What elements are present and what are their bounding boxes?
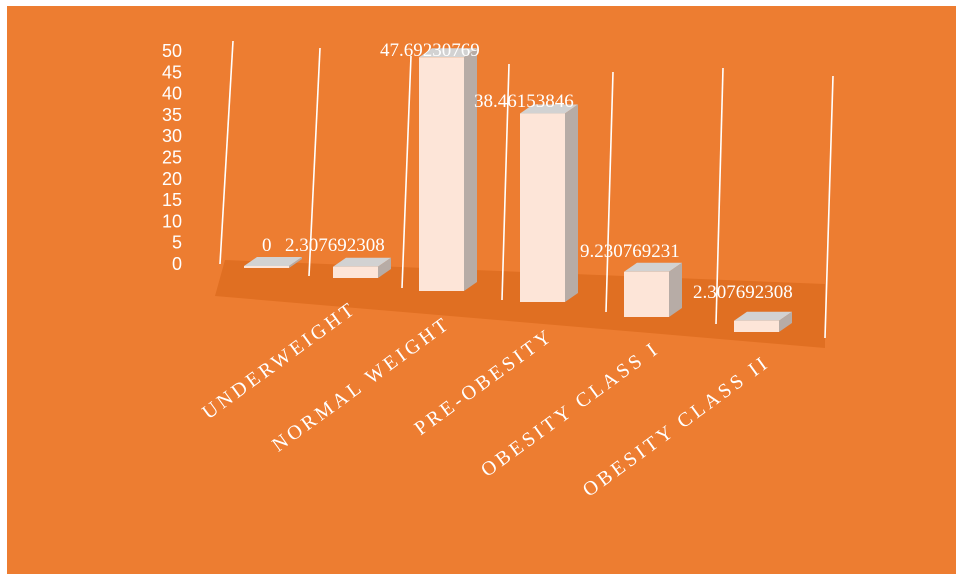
gridline	[401, 55, 412, 289]
bar-extra	[333, 257, 391, 278]
data-label-extra: 2.307692308	[285, 235, 385, 256]
gridline	[824, 75, 834, 339]
data-labels: 0 47.69230769 38.46153846 9.230769231 2.3076…	[262, 40, 793, 303]
gridline	[501, 63, 510, 301]
bar-normal-weight	[419, 48, 477, 291]
gridline	[308, 47, 321, 277]
bar-pre-obesity	[520, 104, 578, 303]
data-label: 38.46153846	[474, 91, 574, 112]
data-label: 2.307692308	[693, 282, 793, 303]
y-tick-label: 50	[162, 41, 182, 61]
gridline	[715, 67, 724, 325]
gridline	[605, 71, 614, 313]
bar-underweight	[244, 257, 302, 268]
y-tick-label: 5	[172, 233, 182, 253]
y-tick-label: 10	[162, 211, 182, 231]
y-tick-label: 15	[162, 190, 182, 210]
data-label: 47.69230769	[380, 40, 480, 61]
data-label: 0	[262, 235, 272, 256]
y-tick-label: 0	[172, 254, 182, 274]
gridlines	[219, 40, 834, 339]
data-label: 9.230769231	[580, 241, 680, 262]
y-tick-label: 40	[162, 84, 182, 104]
y-tick-label: 35	[162, 105, 182, 125]
y-tick-label: 20	[162, 169, 182, 189]
y-tick-label: 25	[162, 148, 182, 168]
y-tick-label: 45	[162, 62, 182, 82]
gridline	[219, 40, 234, 265]
bar-obesity-class-ii	[734, 311, 792, 332]
y-tick-label: 30	[162, 126, 182, 146]
bar-obesity-class-i	[624, 262, 682, 317]
bars	[244, 48, 792, 332]
chart-frame: 0 5 10 15 20 25 30 35 40 45 50 0 47.69230769 38.4615…	[7, 6, 956, 574]
